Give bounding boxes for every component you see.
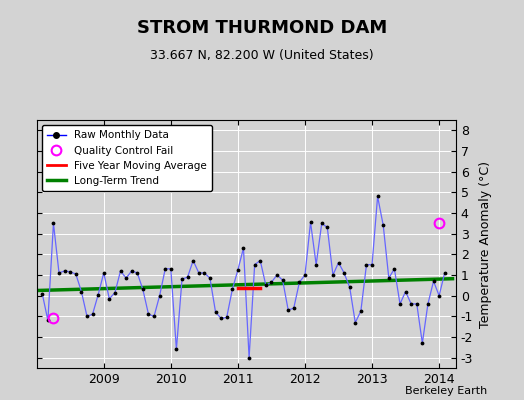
Text: Berkeley Earth: Berkeley Earth [405, 386, 487, 396]
Legend: Raw Monthly Data, Quality Control Fail, Five Year Moving Average, Long-Term Tren: Raw Monthly Data, Quality Control Fail, … [42, 125, 212, 191]
Y-axis label: Temperature Anomaly (°C): Temperature Anomaly (°C) [478, 160, 492, 328]
Text: STROM THURMOND DAM: STROM THURMOND DAM [137, 19, 387, 37]
Text: 33.667 N, 82.200 W (United States): 33.667 N, 82.200 W (United States) [150, 50, 374, 62]
